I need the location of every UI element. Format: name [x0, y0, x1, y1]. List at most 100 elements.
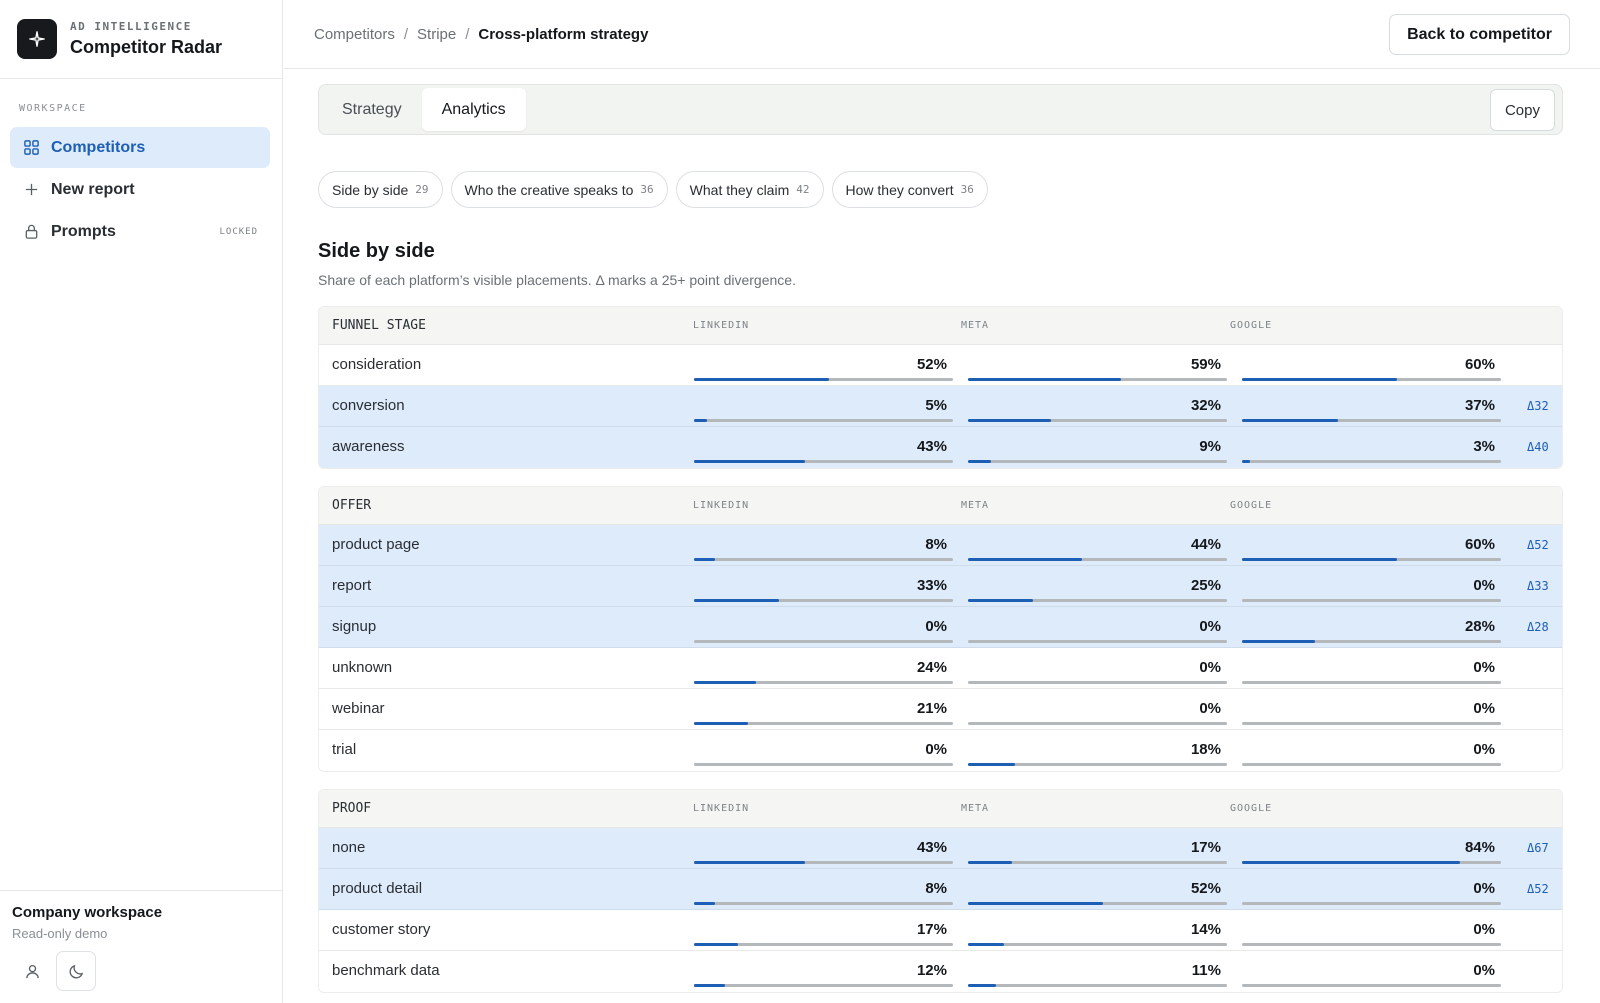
share-bar-track [694, 419, 953, 422]
brand-eyebrow: AD INTELLIGENCE [70, 20, 192, 33]
share-bar-track [694, 943, 953, 946]
share-value: 0% [1199, 618, 1221, 635]
google-share-cell: 0% [1242, 869, 1501, 910]
tab-analytics[interactable]: Analytics [421, 88, 526, 131]
plus-icon [22, 181, 40, 199]
share-value: 44% [1190, 536, 1221, 553]
divergence-badge: Δ52 [1527, 882, 1549, 896]
user-icon[interactable] [12, 951, 52, 991]
share-bar-track [694, 763, 953, 766]
share-bar-fill [1242, 861, 1460, 864]
divergence-badge: Δ67 [1527, 841, 1549, 855]
linkedin-share-cell: 43% [694, 427, 953, 468]
tab-bar: Strategy Analytics Copy [318, 84, 1563, 135]
table-row: consideration 52% 59% 60% [319, 345, 1562, 386]
meta-share-cell: 59% [968, 345, 1227, 386]
share-value: 14% [1190, 921, 1221, 938]
sidebar-item-competitors[interactable]: Competitors [10, 127, 270, 168]
share-bar-fill [968, 460, 992, 463]
row-label: report [332, 577, 372, 594]
linkedin-share-cell: 43% [694, 828, 953, 869]
platform-header: META [961, 320, 990, 331]
linkedin-share-cell: 8% [694, 525, 953, 566]
table-row: unknown 24% 0% 0% [319, 648, 1562, 689]
meta-share-cell: 44% [968, 525, 1227, 566]
table-row: product page 8% 44% 60% Δ52 [319, 525, 1562, 566]
google-share-cell: 3% [1242, 427, 1501, 468]
linkedin-share-cell: 52% [694, 345, 953, 386]
share-value: 5% [925, 397, 947, 414]
share-value: 0% [925, 741, 947, 758]
tab-strategy[interactable]: Strategy [342, 100, 402, 118]
share-bar-fill [968, 599, 1033, 602]
section-subtitle: Share of each platform’s visible placeme… [318, 272, 796, 288]
sidebar-item-new-report[interactable]: New report [10, 169, 270, 210]
sidebar-item-prompts[interactable]: Prompts LOCKED [10, 211, 270, 252]
chip-label: Side by side [332, 181, 409, 198]
copy-button[interactable]: Copy [1489, 89, 1555, 131]
share-value: 43% [916, 839, 947, 856]
share-bar-fill [1242, 460, 1250, 463]
chip-count: 42 [796, 183, 810, 196]
google-share-cell: 0% [1242, 566, 1501, 607]
row-label: webinar [332, 700, 385, 717]
breadcrumb-competitors[interactable]: Competitors [314, 25, 395, 43]
breadcrumb-separator: / [403, 25, 409, 43]
linkedin-share-cell: 8% [694, 869, 953, 910]
share-value: 8% [925, 880, 947, 897]
comparison-table: FUNNEL STAGE LINKEDIN META GOOGLE considerat… [318, 306, 1563, 993]
share-bar-fill [1242, 558, 1398, 561]
share-bar-track [1242, 681, 1501, 684]
row-label: unknown [332, 659, 393, 676]
google-share-cell: 0% [1242, 951, 1501, 992]
chip-audience[interactable]: Who the creative speaks to 36 [450, 171, 668, 208]
share-bar-track [968, 681, 1227, 684]
chip-label: What they claim [689, 181, 790, 198]
chip-count: 36 [960, 183, 974, 196]
share-value: 0% [1473, 741, 1495, 758]
share-bar-fill [1242, 640, 1315, 643]
divergence-badge: Δ32 [1527, 399, 1549, 413]
chip-side-by-side[interactable]: Side by side 29 [318, 171, 443, 208]
share-value: 18% [1190, 741, 1221, 758]
moon-icon[interactable] [56, 951, 96, 991]
row-label: none [332, 839, 366, 856]
chip-conversion[interactable]: How they convert 36 [831, 171, 988, 208]
share-bar-track [968, 460, 1227, 463]
share-value: 37% [1464, 397, 1495, 414]
platform-header: GOOGLE [1230, 500, 1273, 511]
share-bar-fill [968, 558, 1082, 561]
share-bar-track [694, 558, 953, 561]
share-value: 8% [925, 536, 947, 553]
table-row: conversion 5% 32% 37% Δ32 [319, 386, 1562, 427]
share-bar-track [968, 419, 1227, 422]
sparkle-icon[interactable] [17, 19, 57, 59]
group-name: OFFER [332, 498, 372, 513]
row-label: awareness [332, 438, 405, 455]
meta-share-cell: 11% [968, 951, 1227, 992]
share-bar-track [968, 763, 1227, 766]
chip-claims[interactable]: What they claim 42 [675, 171, 824, 208]
platform-header: META [961, 500, 990, 511]
linkedin-share-cell: 0% [694, 607, 953, 648]
share-value: 60% [1464, 536, 1495, 553]
group-header: OFFER LINKEDIN META GOOGLE [319, 487, 1562, 525]
grid-icon [22, 139, 40, 157]
meta-share-cell: 14% [968, 910, 1227, 951]
share-value: 3% [1473, 438, 1495, 455]
share-bar-fill [694, 943, 739, 946]
share-bar-fill [694, 419, 707, 422]
row-label: product page [332, 536, 420, 553]
share-bar-track [694, 599, 953, 602]
platform-header: LINKEDIN [693, 500, 750, 511]
google-share-cell: 60% [1242, 345, 1501, 386]
share-bar-track [694, 902, 953, 905]
back-to-competitor-button[interactable]: Back to competitor [1389, 14, 1570, 55]
chip-label: How they convert [845, 181, 954, 198]
group-name: PROOF [332, 801, 372, 816]
share-bar-track [968, 599, 1227, 602]
comparison-group: PROOF LINKEDIN META GOOGLE none 43% 17% 84% Δ67 p… [318, 789, 1563, 993]
share-bar-fill [968, 419, 1051, 422]
workspace-name: Company workspace [12, 904, 163, 921]
breadcrumb-stripe[interactable]: Stripe [417, 25, 457, 43]
